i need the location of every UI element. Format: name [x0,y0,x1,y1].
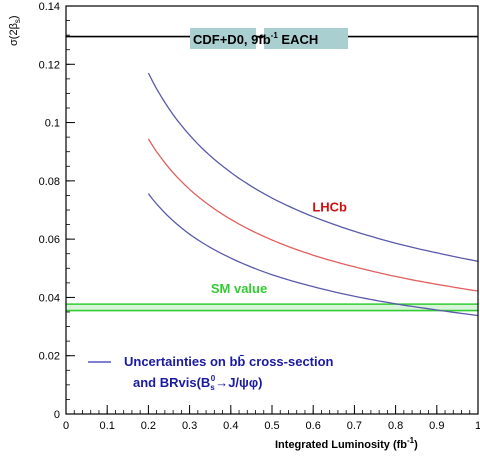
ticks-layer [65,5,479,415]
x-axis-title-end: ) [414,439,418,451]
x-tick-label: 0.5 [264,420,279,432]
y-tick-label: 0.04 [39,292,60,304]
sm-band-layer [66,303,478,312]
legend-sup-0: 0 [211,374,216,383]
labels-layer: 0 0.1 0.2 0.3 0.4 0.5 0.6 0.7 0.8 0.9 1 0 0.02 0.04 0.… [39,1,480,432]
header-band-label: CDF+D0, 9fb-1 EACH [193,31,318,47]
legend-line-2-end: →J/ψφ) [215,375,262,390]
x-tick-label: 0.1 [100,420,115,432]
y-tick-label: 0.14 [39,1,60,13]
annotation-lhcb: LHCb [312,199,347,214]
series-layer [147,72,479,317]
x-tick-label: 0.6 [306,420,321,432]
y-axis-title: σ(2βs) [8,15,22,46]
series-upper-line [147,72,479,262]
sm-band-fill [66,304,478,311]
annotation-sm-value: SM value [211,281,267,296]
y-tick-label: 0 [54,409,60,421]
band-label-end: EACH [278,32,318,47]
y-axis-title-end: ) [8,15,20,19]
y-tick-label: 0.12 [39,59,60,71]
series-central-line [147,138,479,292]
x-axis-title-sup: -1 [407,436,415,445]
y-tick-label: 0.1 [45,118,60,130]
x-axis-title: Integrated Luminosity (fb-1) [275,436,418,451]
legend-sub-s: s [210,383,215,392]
legend-line-1: Uncertainties on bb̄ cross-section [124,354,334,369]
x-tick-label: 0.8 [388,420,403,432]
band-label-highlight-2 [264,28,348,49]
x-tick-label: 0.4 [223,420,238,432]
y-axis-title-sub: s [13,19,22,23]
x-tick-label: 0.9 [429,420,444,432]
x-tick-label: 0.3 [182,420,197,432]
legend-line-1-end: cross-section [245,354,333,369]
x-tick-label: 0 [63,420,69,432]
x-tick-label: 1 [475,420,480,432]
band-label-sup: -1 [271,31,279,40]
y-tick-label: 0.02 [39,351,60,363]
x-tick-label: 0.7 [347,420,362,432]
y-tick-label: 0.06 [39,234,60,246]
x-tick-label: 0.2 [141,420,156,432]
series-lower-line [147,193,479,317]
y-tick-label: 0.08 [39,176,60,188]
band-label-highlight-1 [190,28,256,49]
legend-line-2: and BRvis(Bs0→J/ψφ) [133,374,262,392]
